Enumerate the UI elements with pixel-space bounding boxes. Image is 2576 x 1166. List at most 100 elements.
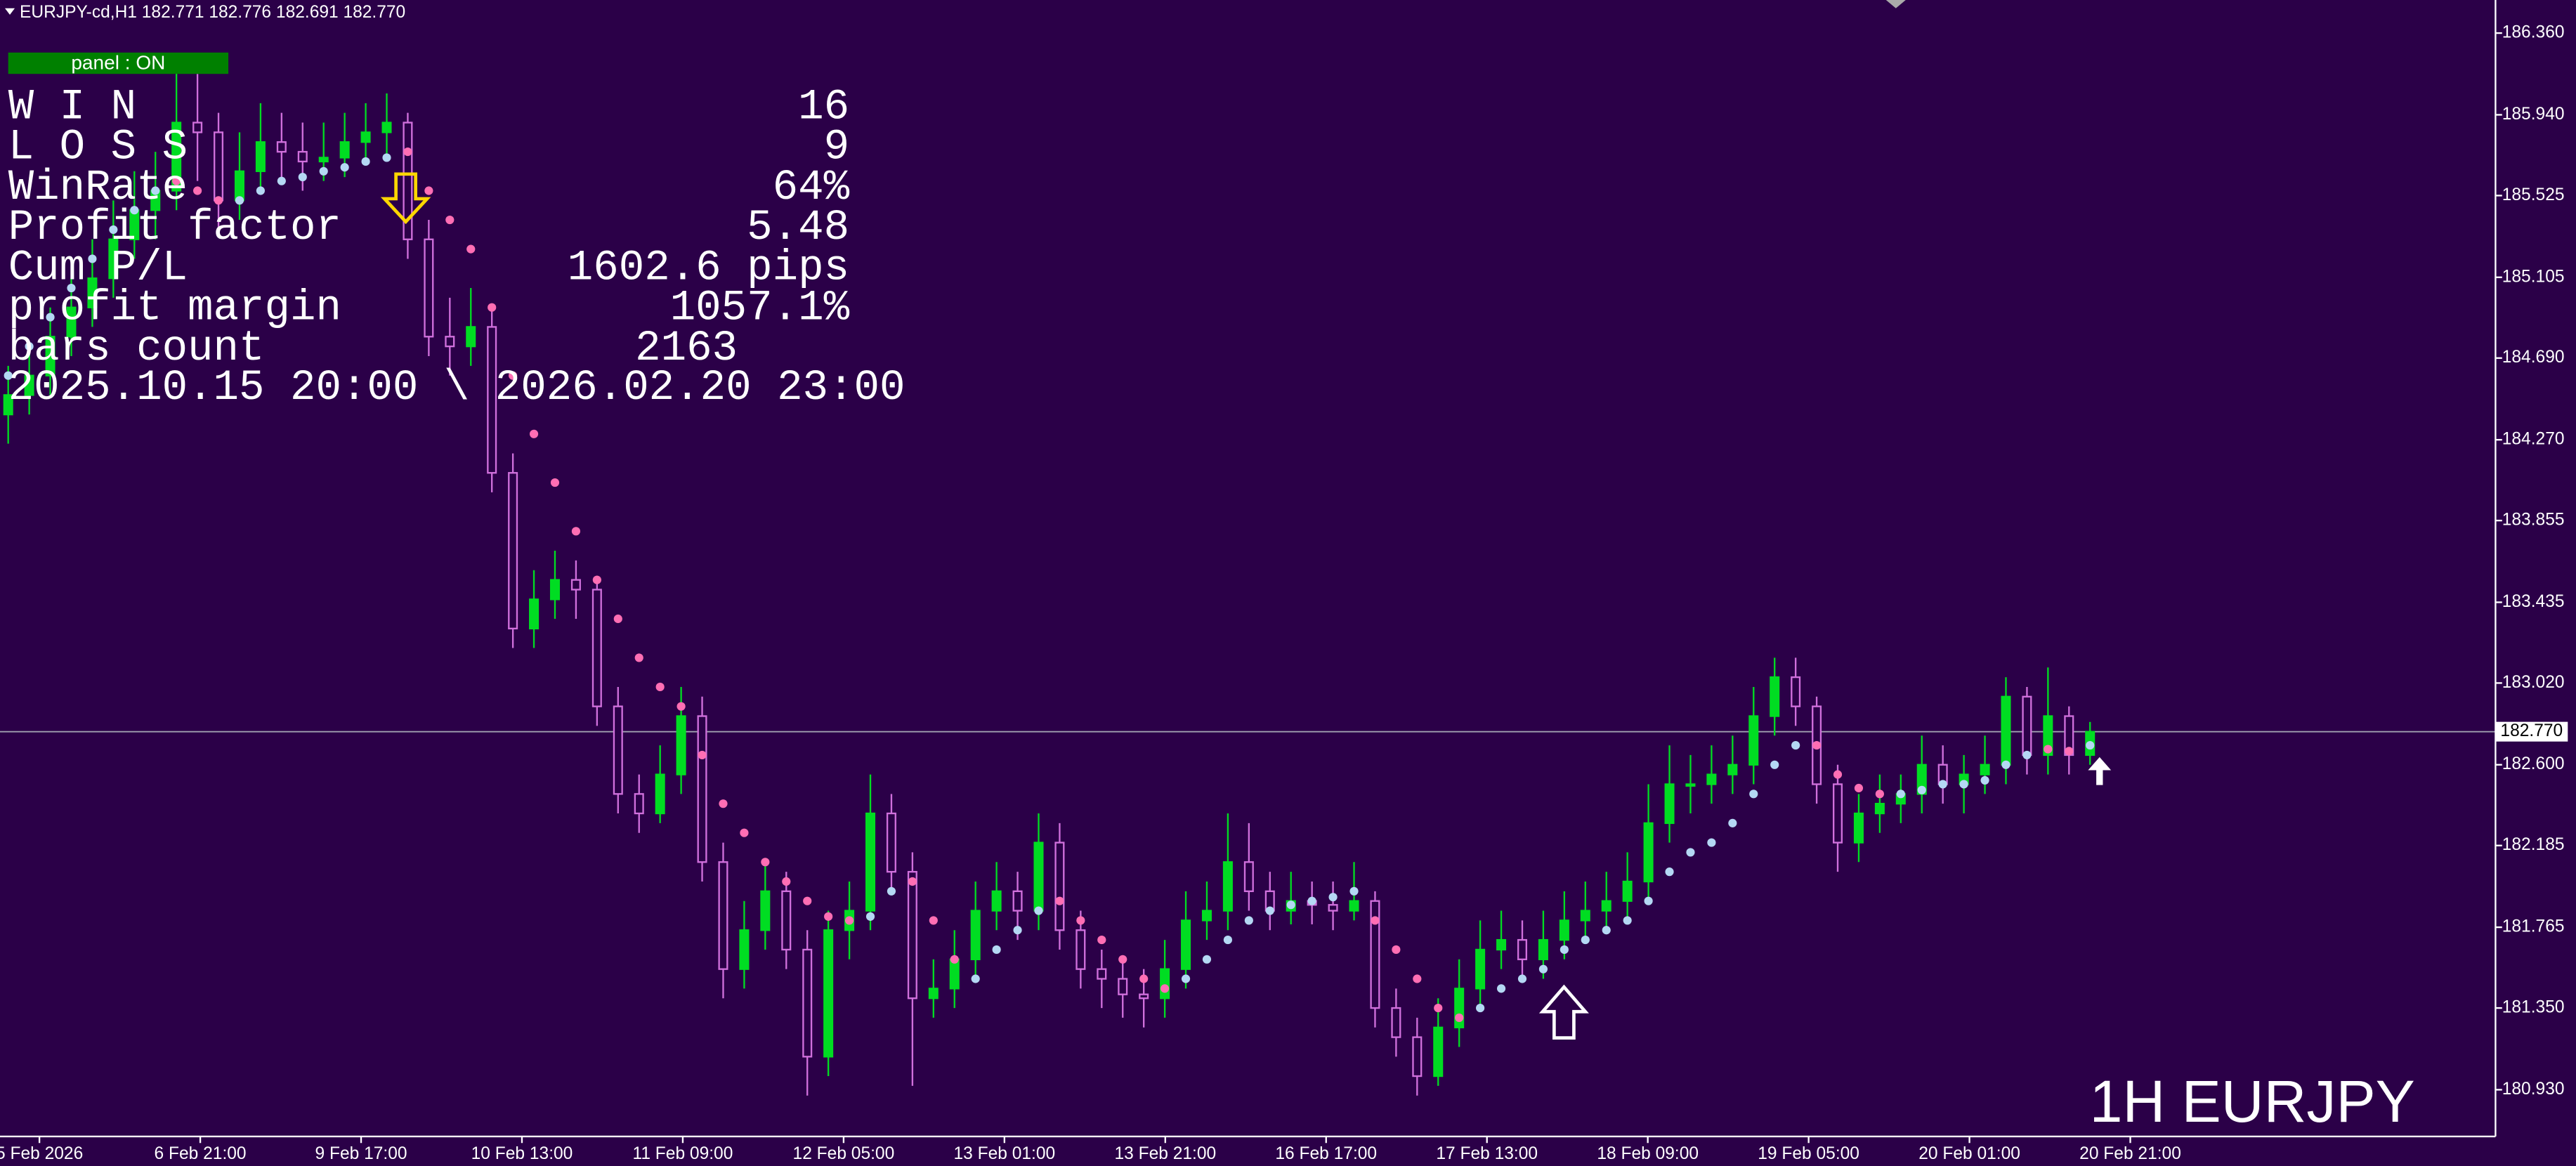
candle-body (907, 870, 917, 1000)
x-tick-label: 16 Feb 17:00 (1275, 1144, 1377, 1163)
candle-body (1139, 993, 1149, 1000)
trail-dot (277, 176, 286, 185)
trail-dot (1812, 740, 1822, 750)
y-tick-label: 186.360 (2502, 23, 2565, 42)
candle-body (718, 861, 728, 970)
stat-label: Cum P/L (8, 244, 188, 292)
trail-dot (382, 153, 391, 162)
trail-dot (1560, 945, 1569, 955)
trail-dot (151, 186, 160, 195)
candle-body (1097, 968, 1107, 980)
trail-dot (2022, 750, 2032, 759)
candle-body (318, 157, 329, 163)
y-tick-label: 185.525 (2502, 185, 2565, 204)
trail-dot (845, 916, 854, 925)
candle-body (1727, 764, 1738, 775)
stat-label: Profit factor (8, 204, 341, 252)
trail-dot (592, 575, 601, 584)
candle-body (1118, 978, 1128, 995)
trail-dot (824, 912, 833, 921)
trail-dot (1896, 790, 1905, 799)
x-tick-label: 9 Feb 17:00 (315, 1144, 407, 1163)
watermark: 1H EURJPY (2090, 1068, 2415, 1134)
candle-body (970, 910, 981, 960)
trail-dot (865, 912, 875, 921)
candle-body (466, 326, 476, 348)
candle-body (697, 715, 707, 863)
trail-dot (445, 215, 455, 225)
stat-label: L O S S (8, 124, 188, 172)
trail-dot (2044, 745, 2053, 754)
candle-body (781, 890, 792, 951)
candle-body (1222, 861, 1233, 912)
menu-triangle[interactable] (5, 8, 15, 15)
trail-dot (1392, 945, 1401, 955)
candle-body (360, 131, 371, 143)
candle-body (1391, 1007, 1401, 1038)
panel-status[interactable]: panel : ON (71, 52, 165, 74)
stat-value: 64% (773, 164, 850, 212)
candle-body (1475, 948, 1486, 990)
trail-dot (340, 163, 349, 172)
trail-dot (1139, 974, 1149, 983)
trail-dot (1013, 926, 1022, 935)
stat-value: 16 (798, 83, 849, 131)
stat-label: WinRate (8, 164, 188, 212)
y-tick-label: 183.855 (2502, 511, 2565, 530)
trail-dot (719, 799, 728, 808)
trail-dot (25, 342, 34, 351)
x-tick-label: 10 Feb 13:00 (471, 1144, 573, 1163)
candle-body (1559, 919, 1569, 941)
trail-dot (950, 955, 959, 964)
trail-dot (256, 186, 265, 195)
trail-dot (2001, 760, 2011, 769)
buy-arrow-small (2088, 756, 2112, 785)
trail-dot (782, 877, 791, 886)
candle-body (45, 336, 55, 376)
last-price-box (2495, 721, 2568, 742)
trail-dot (172, 176, 181, 185)
trail-dot (1875, 790, 1884, 799)
stat-value: 1057.1% (670, 284, 850, 333)
candle-body (1181, 919, 1191, 970)
trail-dot (571, 527, 581, 536)
candle-body (171, 122, 182, 192)
trail-dot (1055, 896, 1064, 905)
trail-dot (1602, 926, 1611, 935)
candle-body (1201, 910, 1212, 922)
candle-body (87, 277, 98, 308)
x-tick-label: 13 Feb 21:00 (1114, 1144, 1216, 1163)
trail-dot (1265, 906, 1274, 915)
y-tick-label: 180.930 (2502, 1080, 2565, 1099)
y-tick-label: 182.185 (2502, 835, 2565, 854)
candle-body (24, 374, 34, 396)
trail-dot (1728, 818, 1737, 827)
trail-dot (887, 886, 896, 896)
stat-value: 5.48 (747, 204, 849, 252)
candle-body (991, 890, 1002, 912)
candle-body (1012, 890, 1023, 912)
trail-dot (550, 478, 560, 487)
candle-body (1791, 676, 1801, 707)
y-tick-label: 184.270 (2502, 430, 2565, 449)
x-tick-label: 11 Feb 09:00 (633, 1144, 733, 1163)
trail-dot (1581, 936, 1590, 945)
candle-body (591, 589, 602, 707)
candle-body (1412, 1036, 1423, 1077)
candle-body (1370, 900, 1380, 1009)
candle-body (549, 579, 561, 601)
candle-body (381, 122, 392, 133)
candle-body (760, 890, 771, 931)
candle-body (1832, 783, 1843, 844)
candle-body (529, 598, 540, 630)
candle-body (2001, 695, 2011, 766)
trail-dot (698, 750, 707, 759)
candle-body (1075, 929, 1086, 970)
trail-dot (1118, 955, 1127, 964)
x-tick-label: 19 Feb 05:00 (1758, 1144, 1859, 1163)
candle-body (297, 150, 308, 163)
panel-toggle[interactable] (8, 52, 229, 74)
candle-body (928, 988, 939, 1000)
candle-body (108, 238, 119, 280)
trail-dot (1938, 780, 1947, 789)
